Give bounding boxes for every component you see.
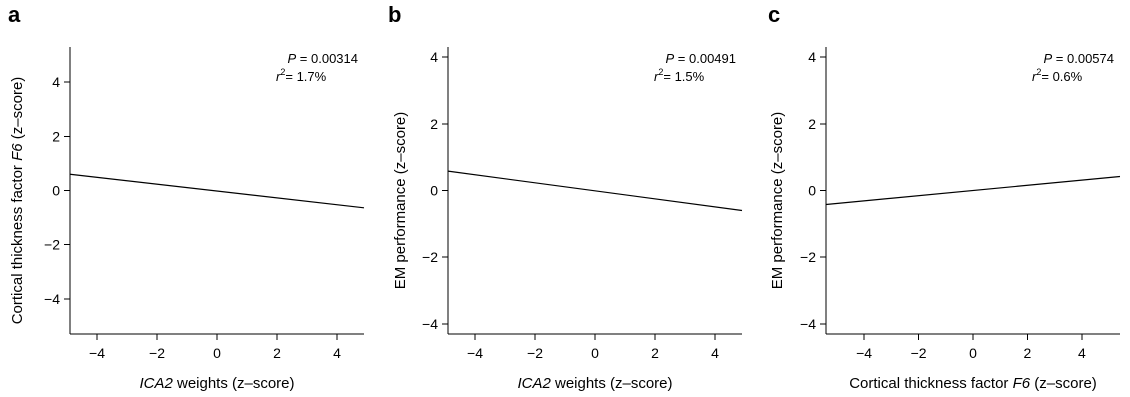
panel-c-p-value: P = 0.00574 — [1044, 51, 1114, 66]
panel-a-x-tick-label: −4 — [89, 345, 105, 361]
panel-a: a −4 −2 0 2 4 −4 −2 0 2 4 ICA2 weights (z–score) Cor… — [8, 2, 365, 392]
panel-c-x-tick-label: −2 — [911, 345, 927, 361]
panel-c-y-axis-label: EM performance (z–score) — [769, 112, 786, 290]
panel-b-y-tick-label: 0 — [430, 183, 438, 199]
panel-b-y-tick-label: 2 — [430, 116, 438, 132]
panel-c-regression-line — [825, 175, 1121, 206]
panel-c-y-tick-label: 2 — [808, 116, 816, 132]
panel-a-x-tick-label: 4 — [333, 345, 341, 361]
panel-b: b −4 −2 0 2 4 −4 −2 0 2 4 ICA2 weights (z–score) EM … — [388, 2, 743, 392]
panel-b-x-tick-label: 0 — [591, 345, 599, 361]
panel-b-x-axis-label: ICA2 weights (z–score) — [517, 375, 672, 392]
panel-c-r-squared: r2= 0.6% — [1032, 67, 1083, 84]
panel-c-x-tick-label: −4 — [856, 345, 872, 361]
panel-a-letter: a — [8, 2, 21, 27]
panel-a-y-tick-label: −2 — [44, 237, 60, 253]
panel-a-y-tick-label: 4 — [52, 74, 60, 90]
panel-c: c −4 −2 0 2 4 −4 −2 0 2 4 Cortical thickness factor… — [768, 2, 1121, 392]
panel-b-r-squared: r2= 1.5% — [654, 67, 705, 84]
panel-c-x-axis-label: Cortical thickness factor F6 (z–score) — [849, 375, 1097, 392]
panel-b-x-tick-label: −4 — [467, 345, 483, 361]
panel-a-x-tick-label: −2 — [149, 345, 165, 361]
panel-a-y-tick-label: 0 — [52, 183, 60, 199]
panel-c-y-tick-label: −2 — [800, 249, 816, 265]
panel-b-letter: b — [388, 2, 401, 27]
panel-b-regression-line — [447, 170, 743, 212]
panel-b-y-tick-label: −4 — [422, 316, 438, 332]
panel-b-y-axis-label: EM performance (z–score) — [392, 112, 409, 290]
panel-c-x-tick-label: 0 — [969, 345, 977, 361]
panel-c-x-tick-label: 2 — [1024, 345, 1032, 361]
panel-c-letter: c — [768, 2, 780, 27]
panel-a-r-squared: r2= 1.7% — [276, 67, 327, 84]
panel-b-p-value: P = 0.00491 — [666, 51, 736, 66]
panel-b-y-tick-label: −2 — [422, 249, 438, 265]
panel-b-x-tick-label: 2 — [651, 345, 659, 361]
panel-a-x-tick-label: 0 — [213, 345, 221, 361]
panel-a-regression-line — [69, 173, 365, 209]
panel-b-y-tick-label: 4 — [430, 49, 438, 65]
panel-b-x-tick-label: 4 — [711, 345, 719, 361]
panel-a-x-axis-label: ICA2 weights (z–score) — [139, 375, 294, 392]
panel-a-y-axis-label: Cortical thickness factor F6 (z–score) — [9, 77, 26, 325]
panel-a-y-tick-label: −4 — [44, 291, 60, 307]
panel-a-p-value: P = 0.00314 — [288, 51, 358, 66]
panel-b-x-tick-label: −2 — [527, 345, 543, 361]
panel-c-y-tick-label: 4 — [808, 49, 816, 65]
panel-c-x-tick-label: 4 — [1078, 345, 1086, 361]
panel-c-y-tick-label: −4 — [800, 316, 816, 332]
panel-a-x-tick-label: 2 — [273, 345, 281, 361]
panel-c-y-tick-label: 0 — [808, 183, 816, 199]
panel-a-y-tick-label: 2 — [52, 128, 60, 144]
